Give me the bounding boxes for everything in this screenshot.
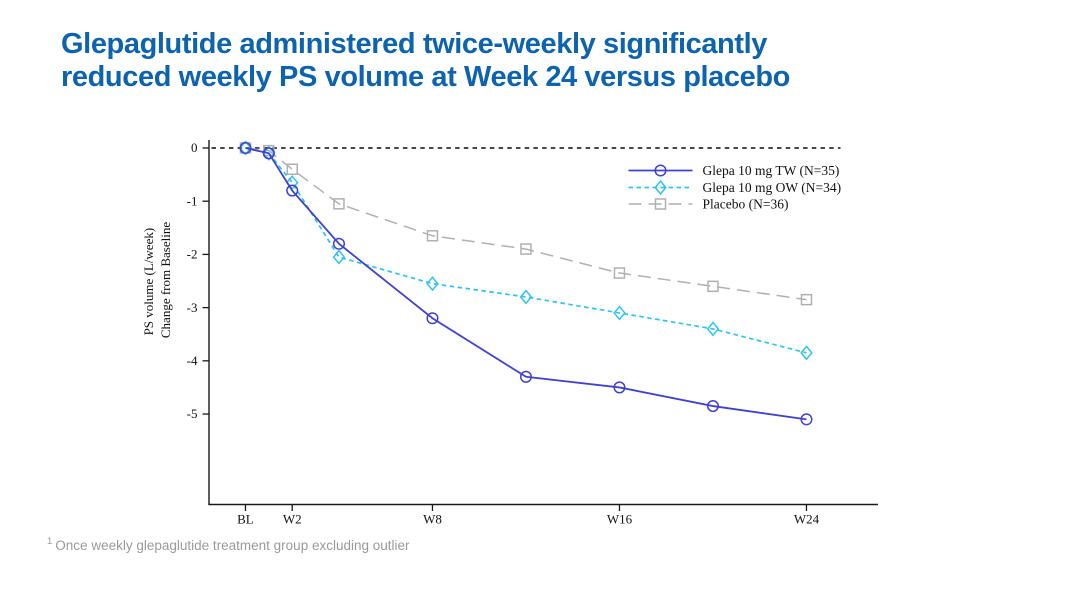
x-tick-label: W16 xyxy=(607,512,633,527)
circle-marker xyxy=(262,147,275,160)
diamond-marker xyxy=(613,305,626,321)
y-tick-label: -1 xyxy=(187,193,198,208)
series-circle xyxy=(239,141,813,426)
page-title-line2: reduced weekly PS volume at Week 24 vers… xyxy=(61,61,790,93)
square-marker xyxy=(800,293,813,306)
y-tick-label: -5 xyxy=(187,406,198,421)
square-marker xyxy=(654,198,667,210)
y-tick-label: 0 xyxy=(191,140,198,155)
series-line xyxy=(245,147,807,301)
circle-marker xyxy=(239,141,252,155)
circle-marker xyxy=(613,381,626,394)
y-tick-label: -2 xyxy=(187,247,198,262)
circle-marker xyxy=(800,413,813,426)
diamond-marker xyxy=(706,321,720,337)
y-axis-ticks: 0 -1 -2 -3 -4 -5 xyxy=(187,140,209,421)
series-diamond xyxy=(239,140,813,361)
legend-label-placebo: Placebo (N=36) xyxy=(703,197,789,212)
diamond-marker xyxy=(800,345,813,361)
x-tick-label: BL xyxy=(237,512,254,527)
circle-marker xyxy=(426,312,439,325)
square-marker xyxy=(520,243,532,255)
square-marker xyxy=(613,267,626,279)
footnote-text: Once weekly glepaglutide treatment group… xyxy=(55,537,410,553)
legend-label-glepa-tw: Glepa 10 mg TW (N=35) xyxy=(703,163,840,178)
square-marker xyxy=(286,163,298,176)
x-axis-ticks: BL W2 W8 W16 W24 xyxy=(237,504,820,527)
x-tick-label: W2 xyxy=(283,512,302,527)
x-tick-label: W8 xyxy=(423,512,442,527)
chart-series xyxy=(239,140,813,426)
y-axis-label: PS volume (L/week) Change from Baseline xyxy=(141,222,173,338)
circle-marker xyxy=(519,370,533,383)
circle-marker xyxy=(286,184,299,197)
page-title-line1: Glepaglutide administered twice-weekly s… xyxy=(61,28,768,60)
square-marker xyxy=(333,198,345,210)
series-line xyxy=(245,147,807,354)
diamond-marker xyxy=(239,140,252,156)
footnote: 1 Once weekly glepaglutide treatment grou… xyxy=(47,536,410,553)
y-axis-label-line1: PS volume (L/week) xyxy=(141,228,156,336)
chart-legend: Glepa 10 mg TW (N=35) Glepa 10 mg OW (N=… xyxy=(628,163,842,212)
circle-marker xyxy=(332,237,346,250)
series-line xyxy=(245,147,807,421)
diamond-marker xyxy=(654,179,667,196)
y-tick-label: -4 xyxy=(187,353,198,368)
y-tick-label: -3 xyxy=(187,300,198,315)
page-title: Glepaglutide administered twice-weekly s… xyxy=(61,28,790,94)
footnote-marker: 1 xyxy=(47,536,53,547)
diamond-marker xyxy=(519,289,533,305)
legend-line-samples xyxy=(628,164,693,210)
diamond-marker xyxy=(262,145,276,161)
square-marker xyxy=(426,230,439,242)
diamond-marker xyxy=(332,249,346,265)
square-marker xyxy=(707,280,719,293)
diamond-marker xyxy=(426,276,439,292)
circle-marker xyxy=(654,164,667,177)
y-axis-label-line2: Change from Baseline xyxy=(158,222,173,338)
circle-marker xyxy=(706,400,720,413)
x-tick-label: W24 xyxy=(794,512,820,527)
legend-label-glepa-ow: Glepa 10 mg OW (N=34) xyxy=(703,180,842,195)
